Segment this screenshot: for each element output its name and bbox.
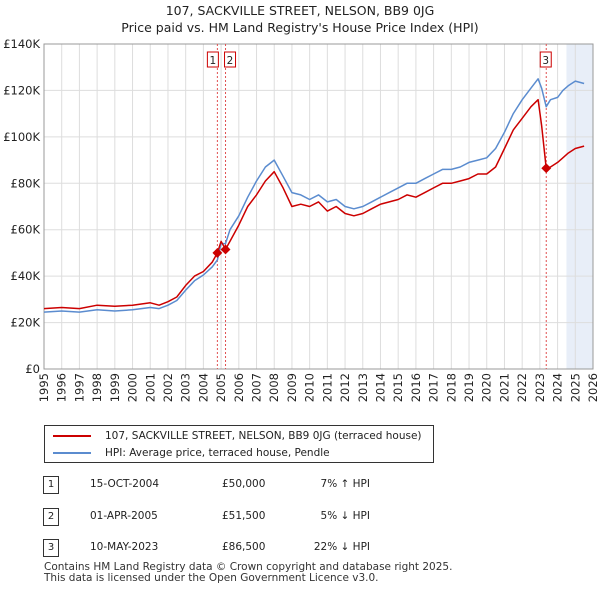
footer: Contains HM Land Registry data © Crown c… [44,562,452,584]
footer-licence: This data is licensed under the Open Gov… [44,572,379,584]
transaction-date: 10-MAY-2023 [90,541,159,553]
x-tick-label: 2005 [214,373,228,402]
x-tick-label: 2017 [427,373,441,402]
x-tick-label: 2015 [391,373,405,402]
legend-item-hpi: HPI: Average price, terraced house, Pend… [53,445,330,461]
sale-point-3 [541,163,552,174]
transaction-hpi-diff: 22% ↓ HPI [313,541,370,553]
transaction-number: 1 [43,476,59,494]
y-tick-label: £20K [11,316,41,330]
legend: 107, SACKVILLE STREET, NELSON, BB9 0JG (… [44,425,434,463]
x-tick-label: 2004 [196,373,210,402]
x-tick-label: 2000 [126,373,140,402]
hpi-line [43,78,585,313]
legend-item-property: 107, SACKVILLE STREET, NELSON, BB9 0JG (… [53,428,422,444]
x-tick-label: 2011 [320,373,334,402]
x-tick-label: 2012 [338,373,352,402]
y-tick-label: £60K [11,223,41,237]
x-tick-label: 2003 [179,373,193,402]
transaction-date: 01-APR-2005 [90,510,158,522]
y-tick-label: £0 [25,362,40,376]
x-tick-label: 2020 [480,373,494,402]
x-tick-label: 2007 [250,373,264,402]
x-tick-label: 2019 [462,373,476,402]
y-tick-label: £100K [3,130,40,144]
x-tick-label: 1998 [90,373,104,402]
transaction-hpi-diff: 5% ↓ HPI [320,510,370,522]
x-tick-label: 2001 [143,373,157,402]
x-tick-label: 2010 [303,373,317,402]
x-tick-label: 2008 [267,373,281,402]
sale-point-2 [220,244,231,255]
x-tick-label: 1997 [72,373,86,402]
sale-label-1: 1 [210,55,217,67]
transaction-number: 2 [43,508,59,526]
transaction-number: 3 [43,539,59,557]
property-price-line [43,98,585,310]
transaction-row: 2 01-APR-2005 £51,500 5% ↓ HPI [0,506,600,526]
y-tick-label: £80K [11,176,41,190]
legend-swatch-property [53,435,91,437]
x-tick-label: 2013 [356,373,370,402]
x-tick-label: 2026 [586,373,600,402]
footer-copyright: Contains HM Land Registry data © Crown c… [44,561,453,573]
sale-label-box-2 [224,51,237,68]
transaction-hpi-diff: 7% ↑ HPI [320,478,370,490]
x-tick-label: 2016 [409,373,423,402]
x-tick-label: 1995 [37,373,51,402]
x-tick-label: 2021 [497,373,511,402]
sale-label-box-3 [539,51,552,68]
x-tick-label: 2025 [568,373,582,402]
forecast-region [566,44,593,369]
x-tick-label: 2006 [232,373,246,402]
legend-swatch-hpi [53,452,91,454]
transaction-price: £50,000 [222,478,266,490]
x-tick-label: 2022 [515,373,529,402]
x-tick-label: 2002 [161,373,175,402]
sale-label-2: 2 [227,55,234,67]
x-tick-label: 2024 [551,373,565,402]
transaction-row: 1 15-OCT-2004 £50,000 7% ↑ HPI [0,474,600,494]
x-tick-label: 1996 [55,373,69,402]
x-tick-label: 2023 [533,373,547,402]
sale-label-3: 3 [542,55,549,67]
y-tick-label: £40K [11,269,41,283]
chart-subtitle: Price paid vs. HM Land Registry's House … [121,20,479,35]
legend-label-hpi: HPI: Average price, terraced house, Pend… [105,447,330,459]
transaction-price: £86,500 [222,541,266,553]
transaction-row: 3 10-MAY-2023 £86,500 22% ↓ HPI [0,537,600,557]
plot-area [44,44,593,369]
x-tick-label: 2009 [285,373,299,402]
sale-point-1 [212,247,223,258]
sale-label-box-1 [206,51,219,68]
plot-border [43,43,594,370]
y-tick-label: £120K [3,83,40,97]
y-tick-label: £140K [3,37,40,51]
x-tick-label: 1999 [108,373,122,402]
transaction-date: 15-OCT-2004 [90,478,159,490]
x-tick-label: 2014 [373,373,387,402]
legend-label-property: 107, SACKVILLE STREET, NELSON, BB9 0JG (… [105,430,422,442]
chart-title: 107, SACKVILLE STREET, NELSON, BB9 0JG [165,3,435,18]
price-chart: £0 £20K £40K £60K £80K £100K £120K £140K 1995 199… [3,37,600,402]
transaction-price: £51,500 [222,510,266,522]
x-tick-label: 2018 [444,373,458,402]
